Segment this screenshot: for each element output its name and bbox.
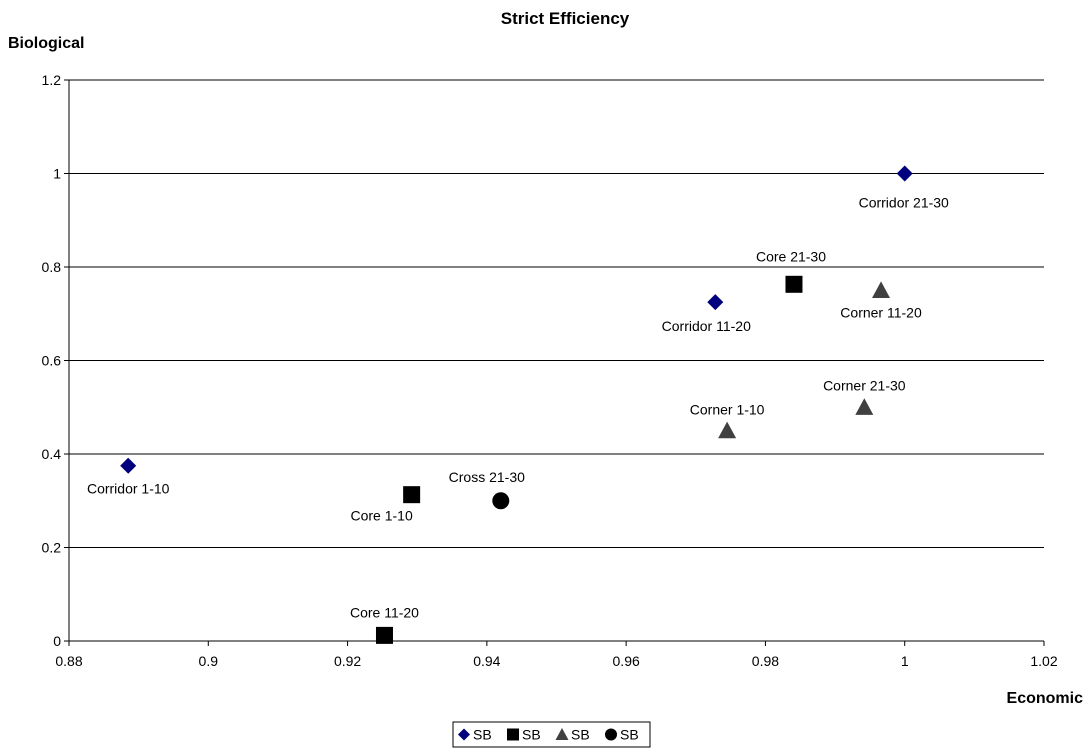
point-triangle-1 (872, 281, 891, 299)
x-tick-label-7: 1.02 (1030, 653, 1057, 669)
y-tick-label-0: 0 (53, 633, 61, 649)
x-tick-label-4: 0.96 (613, 653, 640, 669)
grid-lines (69, 79, 1044, 548)
axes (64, 79, 1045, 646)
point-label-0: Corridor 1-10 (87, 481, 170, 497)
y-tick-label-6: 1.2 (42, 72, 62, 88)
point-label-4: Core 11-20 (350, 604, 419, 620)
legend-marker-2 (555, 728, 569, 741)
x-tick-label-0: 0.88 (55, 653, 82, 669)
legend-label-2: SB (571, 727, 590, 743)
legend-marker-0 (458, 728, 470, 741)
y-tick-label-5: 1 (53, 166, 61, 182)
y-tick-label-1: 0.2 (42, 540, 62, 556)
y-tick-label-2: 0.4 (42, 446, 62, 462)
x-tick-label-2: 0.92 (334, 653, 361, 669)
point-label-9: Cross 21-30 (449, 469, 525, 485)
legend-marker-3 (605, 728, 617, 741)
point-label-3: Core 1-10 (351, 508, 413, 524)
legend-label-0: SB (473, 727, 492, 743)
point-diamond-1 (707, 294, 724, 311)
point-diamond-2 (896, 165, 913, 182)
point-square-2 (785, 275, 803, 293)
point-label-2: Corridor 21-30 (859, 195, 949, 211)
y-tick-label-3: 0.6 (42, 353, 62, 369)
tick-labels: 0 0.2 0.4 0.6 0.8 1 1.2 0.88 0.9 0.92 0.94 0.96 0.98… (42, 72, 1058, 669)
point-diamond-0 (120, 457, 137, 474)
point-label-1: Corridor 11-20 (662, 318, 751, 334)
point-square-1 (375, 626, 393, 644)
point-label-8: Corner 21-30 (823, 377, 906, 393)
point-labels: Corridor 1-10 Corridor 11-20 Corridor 21-3… (87, 195, 949, 621)
point-label-5: Core 21-30 (756, 248, 826, 264)
x-tick-label-6: 1 (901, 653, 909, 669)
point-triangle-2 (855, 398, 874, 415)
legend-box (452, 721, 651, 748)
point-label-6: Corner 1-10 (690, 402, 765, 418)
y-tick-label-4: 0.8 (42, 259, 62, 275)
point-circle-0 (492, 492, 510, 510)
legend: SB SB SB SB (452, 721, 651, 748)
data-points (120, 165, 913, 644)
y-axis-title: Biological (8, 35, 84, 52)
chart-title: Strict Efficiency (501, 9, 630, 28)
legend-label-1: SB (522, 727, 541, 743)
x-tick-label-1: 0.9 (199, 653, 219, 669)
legend-label-3: SB (620, 727, 639, 743)
x-tick-label-5: 0.98 (752, 653, 779, 669)
x-axis-title: Economic (1007, 690, 1084, 707)
legend-marker-1 (507, 728, 519, 741)
point-square-0 (403, 486, 421, 504)
point-label-7: Corner 11-20 (840, 304, 922, 320)
point-triangle-0 (718, 421, 737, 439)
x-tick-label-3: 0.94 (473, 653, 500, 669)
